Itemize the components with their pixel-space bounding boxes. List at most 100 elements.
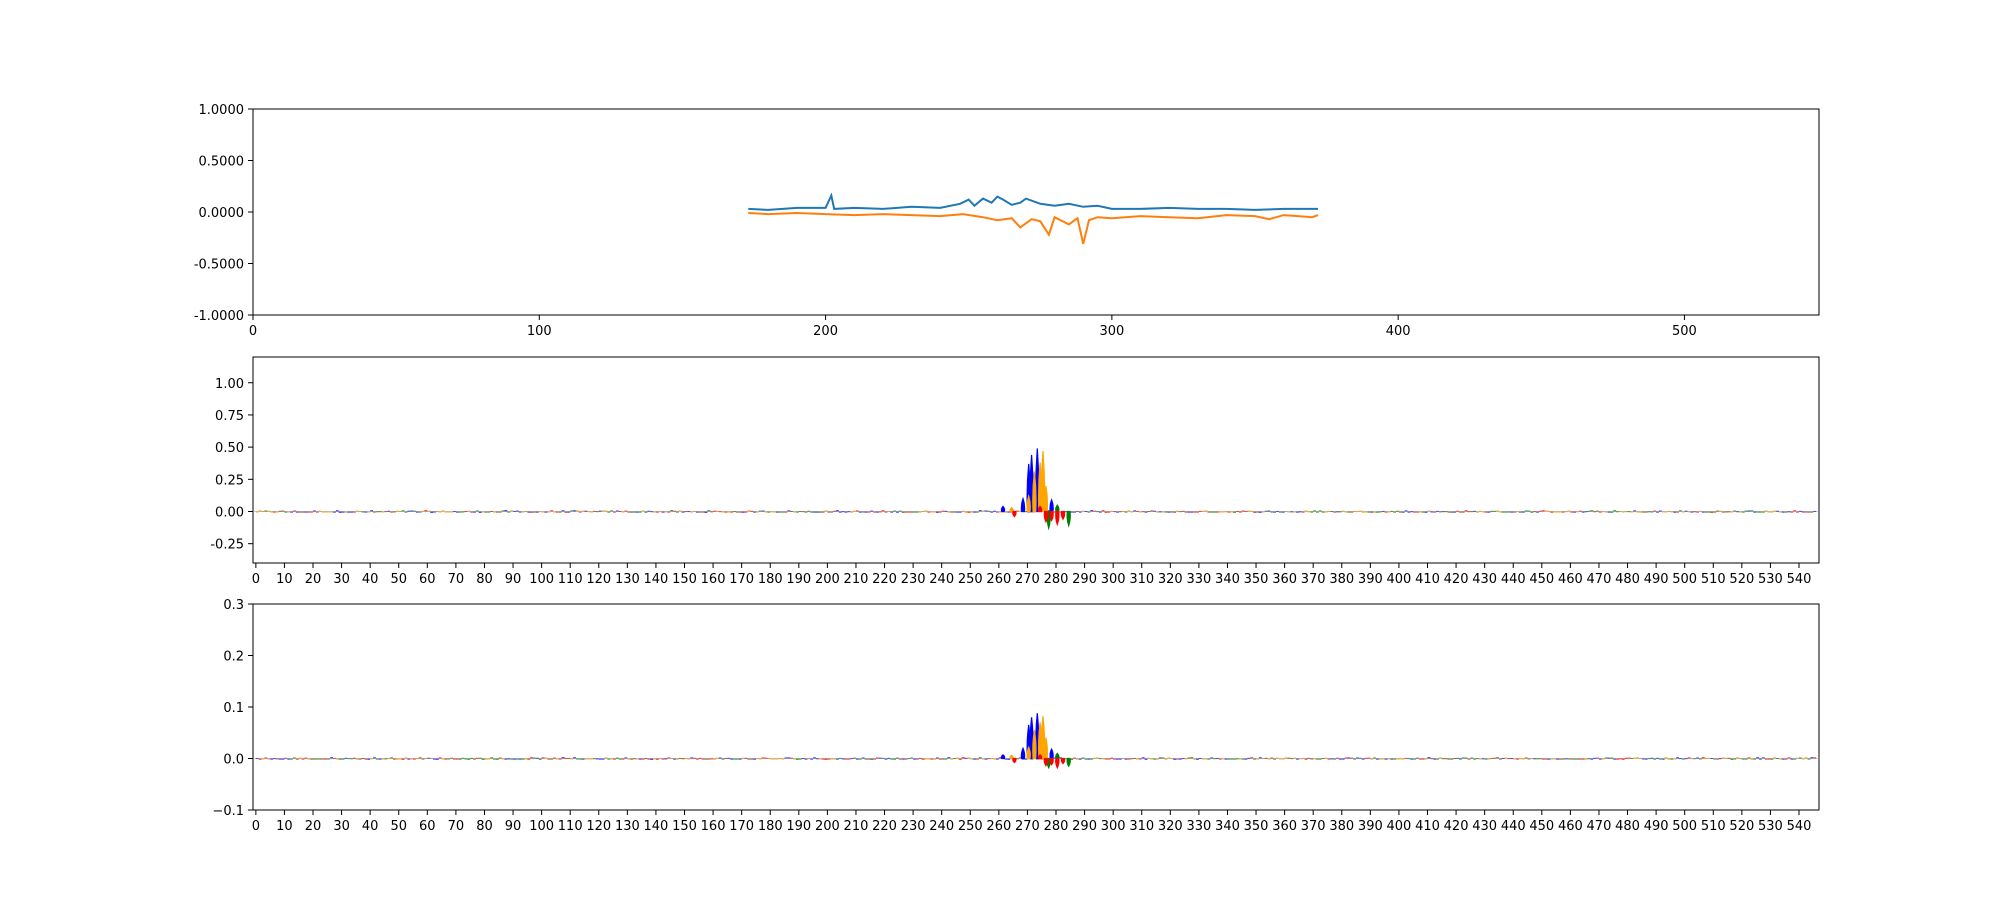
baseline-glyph: [1310, 511, 1314, 513]
baseline-glyph: [607, 511, 611, 513]
baseline-glyph: [1164, 511, 1168, 513]
baseline-glyph: [1178, 758, 1182, 760]
baseline-glyph: [1510, 511, 1514, 513]
baseline-glyph: [315, 511, 319, 513]
baseline-glyph: [1316, 511, 1319, 513]
baseline-glyph: [1244, 758, 1248, 760]
baseline-glyph: [1004, 758, 1008, 760]
x-tick-label: 200: [815, 572, 840, 587]
baseline-glyph: [1796, 757, 1799, 759]
baseline-glyph: [1653, 510, 1657, 512]
baseline-glyph: [1736, 757, 1739, 759]
baseline-glyph: [290, 758, 294, 760]
baseline-glyph: [1750, 758, 1754, 760]
baseline-glyph: [1393, 511, 1397, 513]
x-tick-label: 190: [786, 572, 811, 587]
baseline-glyph: [1530, 511, 1534, 513]
x-tick-label: 10: [276, 572, 293, 587]
baseline-glyph: [795, 511, 799, 513]
baseline-glyph: [535, 511, 539, 513]
x-tick-label: 230: [901, 572, 926, 587]
baseline-glyph: [1627, 757, 1631, 759]
baseline-glyph: [1758, 511, 1762, 513]
x-tick-label: 530: [1758, 572, 1783, 587]
x-tick-label: 70: [448, 572, 465, 587]
baseline-glyph: [458, 758, 462, 760]
baseline-glyph: [653, 758, 656, 760]
y-tick-label: 0.3: [223, 598, 244, 613]
x-tick-label: 360: [1272, 572, 1297, 587]
baseline-glyph: [1150, 758, 1154, 760]
x-tick-label: 280: [1044, 572, 1069, 587]
baseline-glyph: [1413, 511, 1417, 513]
baseline-glyph: [1427, 510, 1431, 512]
baseline-glyph: [333, 511, 336, 513]
baseline-glyph: [484, 511, 488, 513]
baseline-glyph: [364, 511, 368, 513]
baseline-glyph: [721, 758, 725, 760]
glyph-C-5: [1049, 498, 1054, 513]
baseline-glyph: [304, 511, 308, 513]
baseline-glyph: [527, 511, 531, 513]
baseline-glyph: [661, 758, 665, 760]
x-tick-label: 480: [1615, 572, 1640, 587]
baseline-glyph: [721, 511, 725, 513]
baseline-glyph: [601, 758, 605, 760]
baseline-glyph: [490, 757, 494, 759]
baseline-glyph: [1570, 511, 1574, 513]
baseline-glyph: [1518, 758, 1522, 760]
baseline-glyph: [1781, 511, 1785, 513]
baseline-glyph: [1156, 758, 1159, 760]
x-tick-label: 180: [758, 819, 783, 834]
x-tick-label: 240: [929, 572, 954, 587]
baseline-glyph: [773, 758, 776, 760]
baseline-glyph: [607, 758, 611, 760]
baseline-glyph: [1270, 511, 1274, 513]
y-tick-label: 0.25: [215, 473, 244, 488]
baseline-glyph: [1113, 758, 1117, 760]
baseline-glyph: [1204, 510, 1208, 512]
baseline-glyph: [1567, 510, 1571, 512]
x-tick-label: 250: [958, 572, 983, 587]
baseline-glyph: [287, 511, 291, 513]
baseline-glyph: [1287, 511, 1291, 513]
baseline-glyph: [953, 511, 956, 513]
baseline-glyph: [1741, 511, 1745, 513]
baseline-glyph: [410, 758, 414, 760]
baseline-glyph: [707, 758, 711, 760]
baseline-glyph: [1747, 757, 1751, 759]
x-tick-label: 170: [729, 572, 754, 587]
baseline-glyph: [773, 511, 776, 513]
baseline-glyph: [1536, 511, 1539, 513]
x-tick-label: 210: [844, 572, 869, 587]
glyph-T-4: [1055, 757, 1060, 770]
y-tick-label: −0.1: [212, 804, 244, 819]
baseline-glyph: [1173, 758, 1177, 760]
baseline-glyph: [373, 757, 376, 759]
baseline-glyph: [1516, 758, 1519, 760]
baseline-glyph: [538, 758, 542, 760]
baseline-glyph: [830, 511, 834, 513]
x-tick-label: 30: [333, 572, 350, 587]
baseline-glyph: [601, 510, 605, 512]
baseline-glyph: [1807, 511, 1811, 513]
baseline-glyph: [461, 511, 465, 513]
baseline-glyph: [618, 758, 622, 760]
baseline-glyph: [1161, 511, 1165, 513]
baseline-glyph: [958, 758, 962, 760]
baseline-glyph: [321, 758, 325, 760]
baseline-glyph: [590, 511, 594, 513]
baseline-glyph: [1273, 511, 1277, 513]
baseline-glyph: [1753, 511, 1757, 513]
baseline-glyph: [853, 510, 856, 512]
x-tick-label: 330: [1186, 572, 1211, 587]
y-tick-label: 0.00: [215, 506, 244, 521]
baseline-glyph: [1576, 758, 1579, 760]
baseline-glyph: [678, 510, 682, 512]
baseline-glyph: [655, 758, 659, 760]
baseline-glyph: [1087, 511, 1091, 513]
baseline-glyph: [804, 511, 808, 513]
baseline-glyph: [573, 757, 576, 759]
x-tick-label: 430: [1472, 819, 1497, 834]
x-tick-label: 120: [586, 819, 611, 834]
